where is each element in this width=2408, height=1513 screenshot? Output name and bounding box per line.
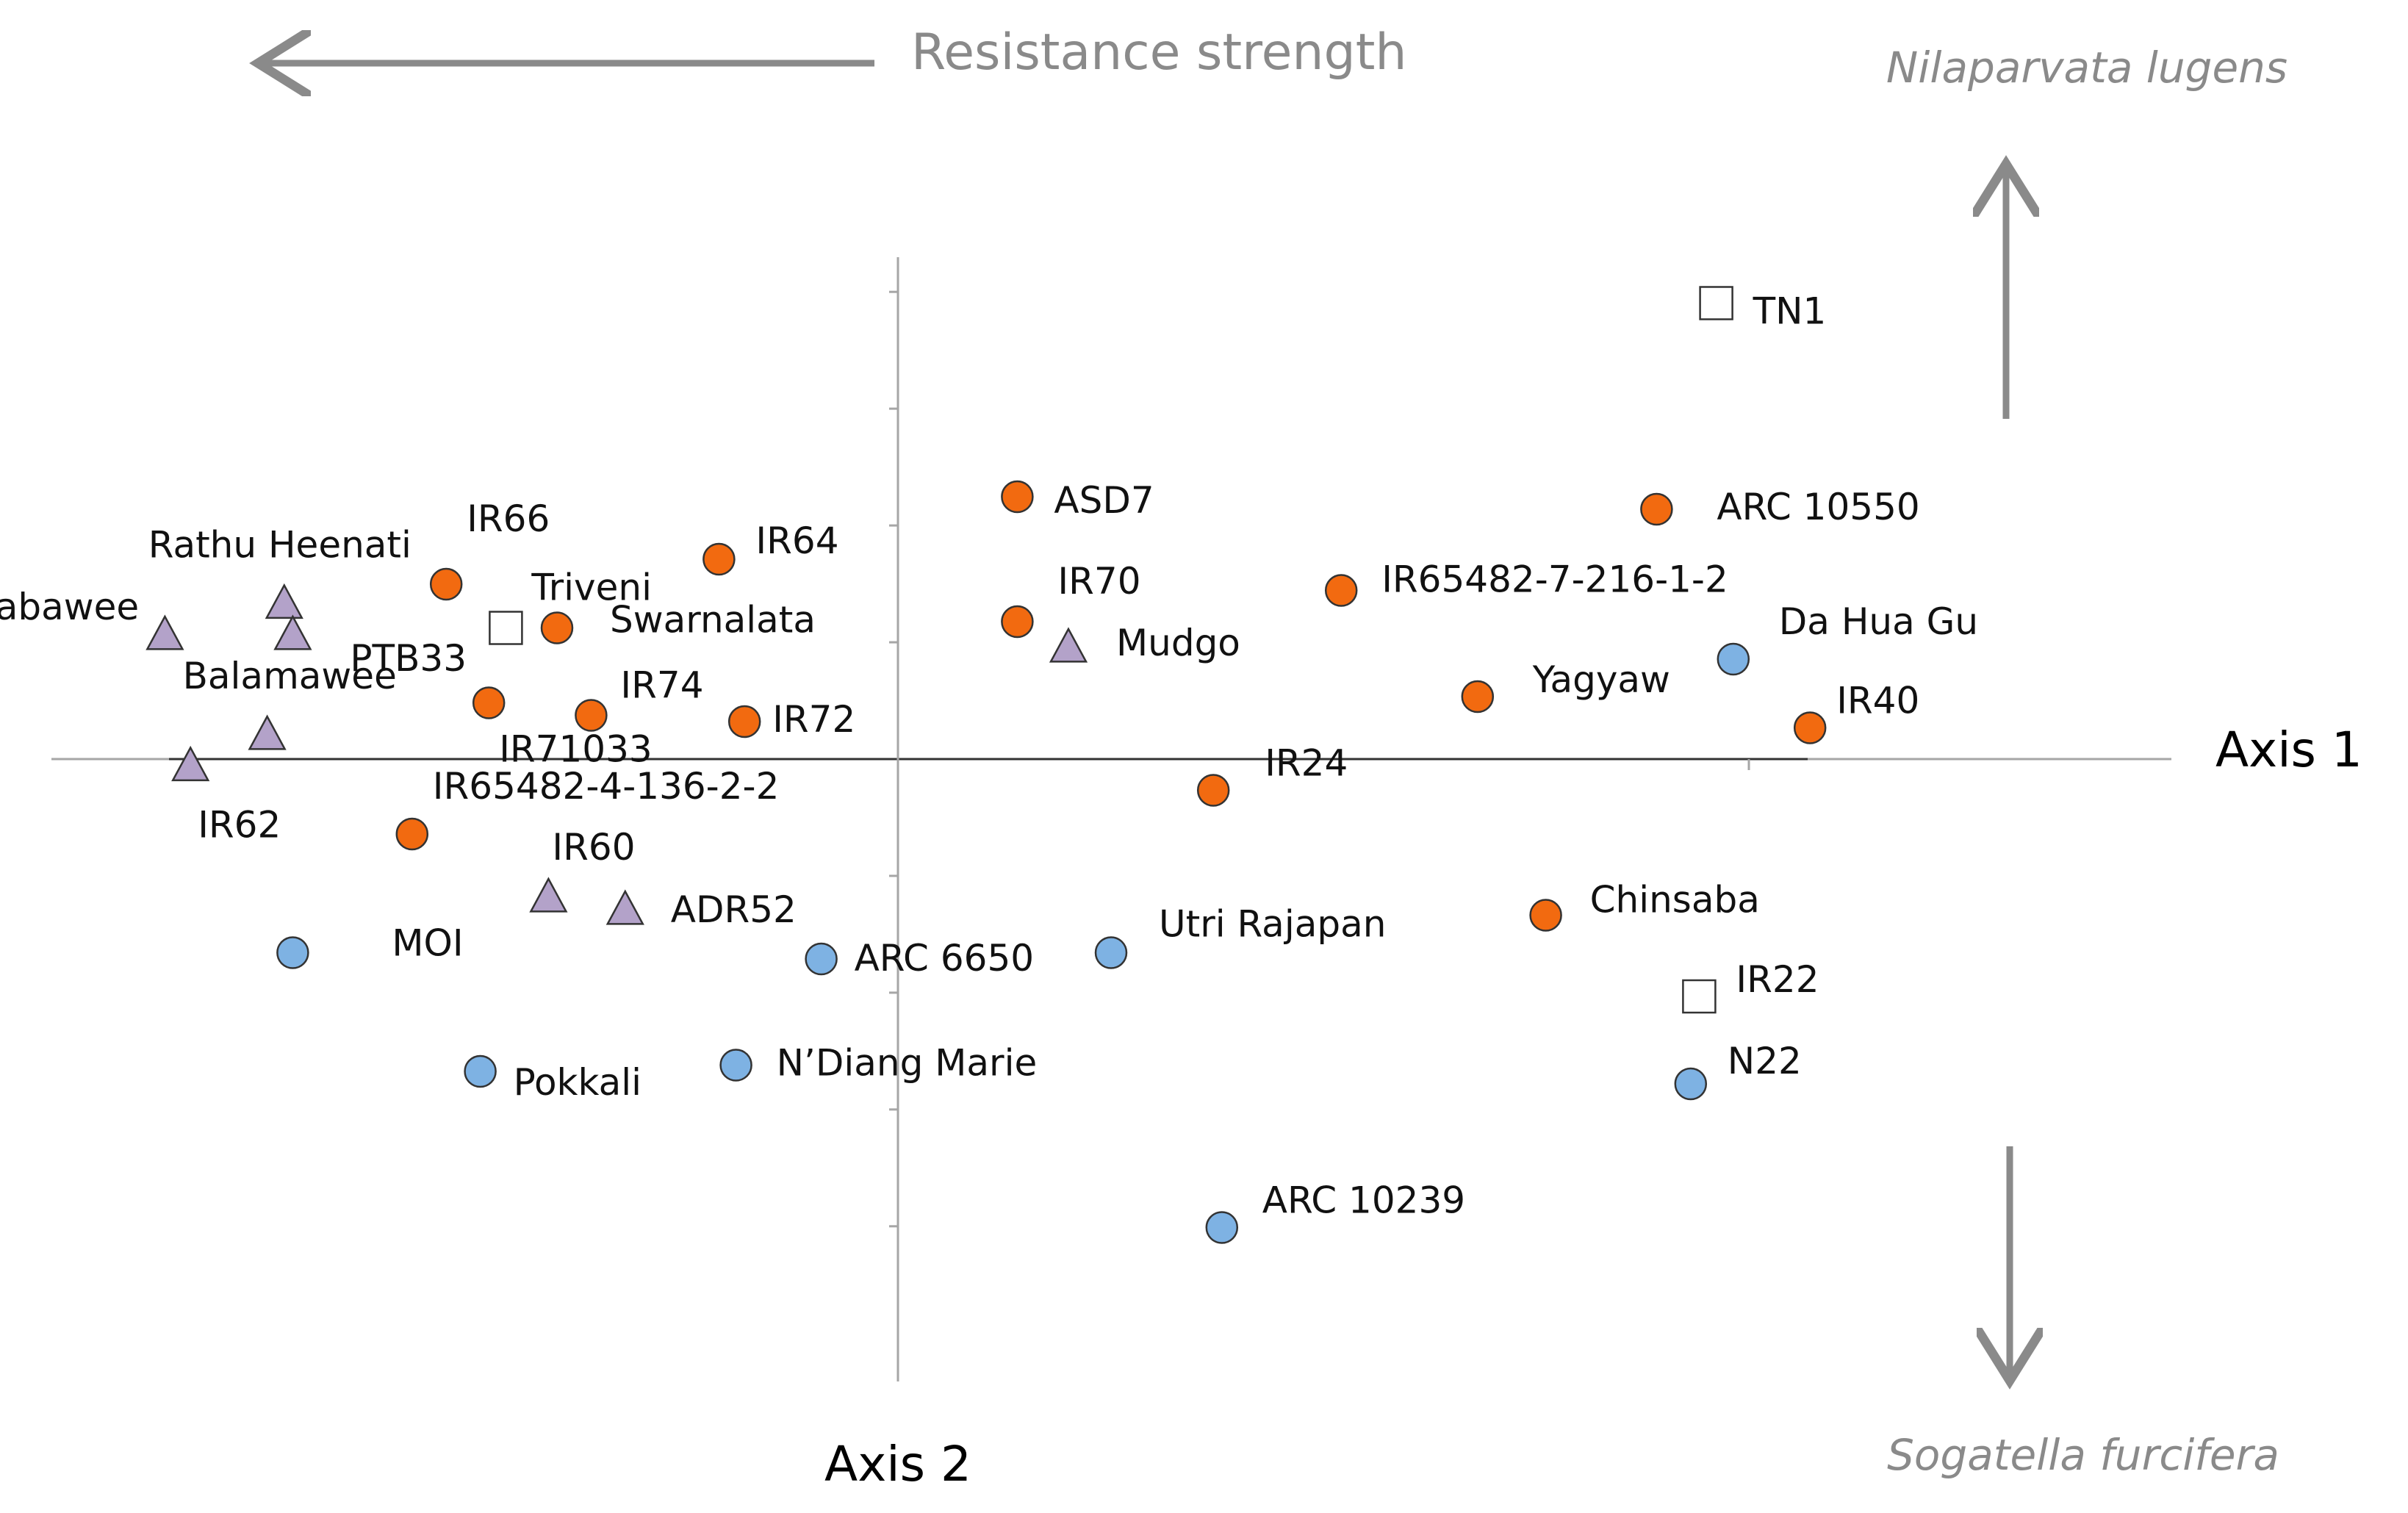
resistance-strength-label: Resistance strength	[911, 24, 1406, 82]
point-label-arc-10239: ARC 10239	[1262, 1179, 1465, 1222]
purple-triangle-point	[605, 889, 644, 925]
point-label-chinsaba: Chinsaba	[1590, 879, 1760, 921]
point-label-adr52: ADR52	[671, 888, 797, 931]
point-label-ir62: IR62	[198, 804, 281, 847]
orange-circle-point	[1793, 711, 1827, 744]
point-label-yagyaw: Yagyaw	[1532, 658, 1670, 701]
point-label-mudgo: Mudgo	[1116, 622, 1240, 664]
blue-circle-point	[1205, 1211, 1239, 1244]
blue-circle-point	[1717, 642, 1750, 676]
blue-circle-point	[719, 1049, 752, 1082]
open-square-point	[1699, 286, 1733, 320]
point-label-pokkali: Pokkali	[514, 1061, 641, 1104]
purple-triangle-point	[145, 614, 184, 650]
orange-circle-point	[702, 542, 736, 576]
orange-circle-point	[1196, 774, 1230, 807]
data-points	[145, 286, 1827, 1244]
purple-triangle-point	[529, 877, 568, 913]
orange-circle-point	[1001, 605, 1034, 639]
point-label-arc-6650: ARC 6650	[855, 937, 1035, 980]
point-label-ir74: IR74	[620, 664, 703, 707]
y-axis-ticks	[889, 290, 898, 1228]
y-axis-title: Axis 2	[824, 1436, 971, 1492]
purple-triangle-point	[248, 714, 287, 750]
blue-circle-point	[1674, 1067, 1708, 1101]
orange-circle-point	[575, 699, 608, 732]
orange-circle-point	[1529, 899, 1562, 932]
point-label-babawee: Babawee	[0, 586, 139, 628]
point-label-ir72: IR72	[772, 698, 855, 741]
open-square-point	[1682, 979, 1717, 1014]
orange-circle-point	[1001, 480, 1034, 514]
point-label-ir24: IR24	[1265, 742, 1348, 785]
orange-circle-point	[472, 686, 506, 719]
orange-circle-point	[727, 705, 761, 738]
purple-triangle-point	[273, 614, 312, 650]
data-labels: TN1 ASD7 ARC 10550 IR66 IR64 TriveniSwarnalat…	[0, 290, 1978, 1222]
point-label-balamawee: Balamawee	[183, 655, 397, 697]
point-label-utri-rajapan: Utri Rajapan	[1159, 903, 1386, 946]
blue-circle-point	[1094, 936, 1128, 969]
orange-circle-point	[429, 567, 463, 601]
point-label-asd7: ASD7	[1054, 479, 1154, 522]
blue-circle-point	[464, 1054, 497, 1088]
point-label-triveni: Triveni	[531, 567, 652, 609]
point-label-ir65482-4-136-2-2: IR65482-4-136-2-2	[433, 765, 780, 808]
point-label-n22: N22	[1728, 1040, 1802, 1082]
purple-triangle-point	[171, 745, 210, 782]
point-label-ir22: IR22	[1736, 958, 1819, 1001]
bottom-species-label: Sogatella furcifera	[1887, 1430, 2279, 1480]
point-label-arc-10550: ARC 10550	[1717, 486, 1919, 528]
orange-circle-point	[1640, 492, 1673, 526]
point-label-ir71033: IR71033	[499, 728, 653, 771]
blue-circle-point	[805, 942, 838, 976]
point-label-ir64: IR64	[755, 520, 838, 562]
point-label-ptb33: PTB33	[350, 637, 467, 680]
orange-circle-point	[1324, 574, 1358, 607]
point-label-ir70: IR70	[1057, 560, 1140, 603]
point-label-tn1: TN1	[1753, 290, 1827, 333]
point-label-swarnalata: Swarnalata	[610, 599, 816, 642]
point-label-ir65482-7-216-1-2: IR65482-7-216-1-2	[1381, 558, 1728, 601]
point-label-ir66: IR66	[467, 497, 550, 540]
open-square-point	[489, 611, 523, 645]
point-label-n-diang-marie: N’Diang Marie	[777, 1042, 1038, 1085]
orange-circle-point	[395, 817, 429, 851]
x-axis-title: Axis 1	[2215, 722, 2362, 778]
point-label-da-hua-gu: Da Hua Gu	[1779, 600, 1978, 643]
top-species-label: Nilaparvata lugens	[1886, 43, 2287, 93]
purple-triangle-point	[265, 583, 303, 619]
point-label-moi: MOI	[392, 922, 463, 965]
blue-circle-point	[276, 936, 309, 969]
purple-triangle-point	[1049, 627, 1088, 663]
orange-circle-point	[540, 611, 574, 644]
orange-circle-point	[1461, 680, 1495, 714]
point-label-ir40: IR40	[1836, 680, 1919, 722]
point-label-ir60: IR60	[552, 826, 635, 869]
point-label-rathu-heenati: Rathu Heenati	[148, 524, 411, 567]
axes	[51, 257, 2171, 1381]
